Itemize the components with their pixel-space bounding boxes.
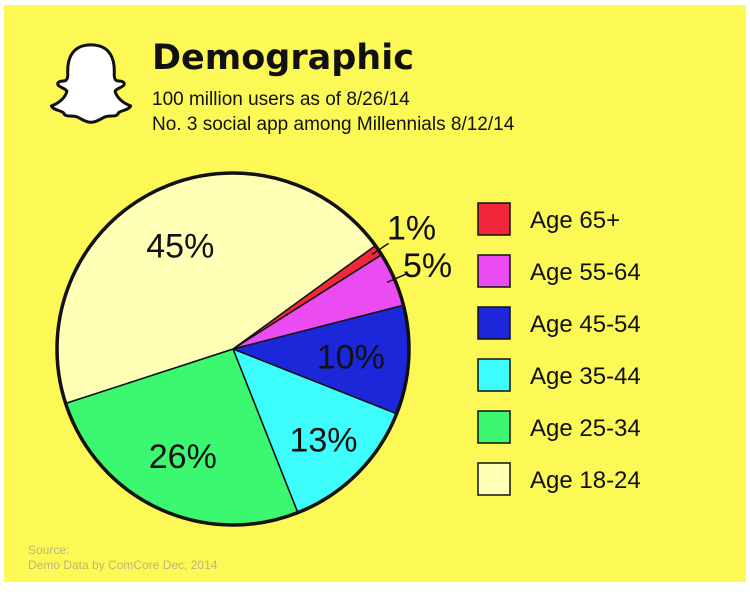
legend-label-age-25-34: Age 25-34 bbox=[530, 415, 641, 442]
legend-swatch-age-45-54 bbox=[477, 306, 511, 340]
leader-line-age-65-plus bbox=[371, 242, 389, 256]
legend-swatch-age-18-24 bbox=[477, 462, 511, 496]
page-title: Demographic bbox=[152, 38, 414, 78]
pie-value-labels: 1%5% 10% 13% 26% 45% bbox=[146, 210, 452, 476]
subtitle-users: 100 million users as of 8/26/14 bbox=[152, 89, 410, 110]
pie-outline bbox=[55, 171, 411, 527]
legend-label-age-45-54: Age 45-54 bbox=[530, 311, 641, 338]
legend-label-age-65-plus: Age 65+ bbox=[530, 207, 620, 234]
ghost-icon bbox=[49, 43, 133, 124]
legend-label-age-18-24: Age 18-24 bbox=[530, 467, 641, 494]
pie-label-age-65-plus: 1% bbox=[387, 210, 436, 248]
legend-swatch-age-65-plus bbox=[477, 202, 511, 236]
pie-label-age-35-44: 13% bbox=[289, 422, 357, 460]
legend-label-age-35-44: Age 35-44 bbox=[530, 363, 641, 390]
legend-swatch-age-35-44 bbox=[477, 358, 511, 392]
pie-label-age-25-34: 26% bbox=[149, 438, 217, 476]
pie-label-age-45-54: 10% bbox=[317, 338, 385, 376]
legend: Age 65+ Age 55-64 Age 45-54 Age 35-44 Age 25… bbox=[477, 202, 641, 496]
source-label: Source: bbox=[28, 543, 70, 557]
pie-leader-lines bbox=[371, 242, 406, 283]
legend-swatch-age-55-64 bbox=[477, 254, 511, 288]
source-text: Demo Data by ComCore Dec, 2014 bbox=[28, 558, 218, 572]
legend-swatch-age-25-34 bbox=[477, 410, 511, 444]
legend-label-age-55-64: Age 55-64 bbox=[530, 259, 641, 286]
pie-label-age-55-64: 5% bbox=[403, 247, 452, 285]
source-note: Source: Demo Data by ComCore Dec, 2014 bbox=[28, 543, 217, 573]
pie-slices bbox=[55, 171, 411, 527]
subtitle-rank: No. 3 social app among Millennials 8/12/… bbox=[152, 114, 515, 135]
pie-label-age-18-24: 45% bbox=[146, 228, 214, 266]
leader-line-age-55-64 bbox=[386, 273, 406, 283]
